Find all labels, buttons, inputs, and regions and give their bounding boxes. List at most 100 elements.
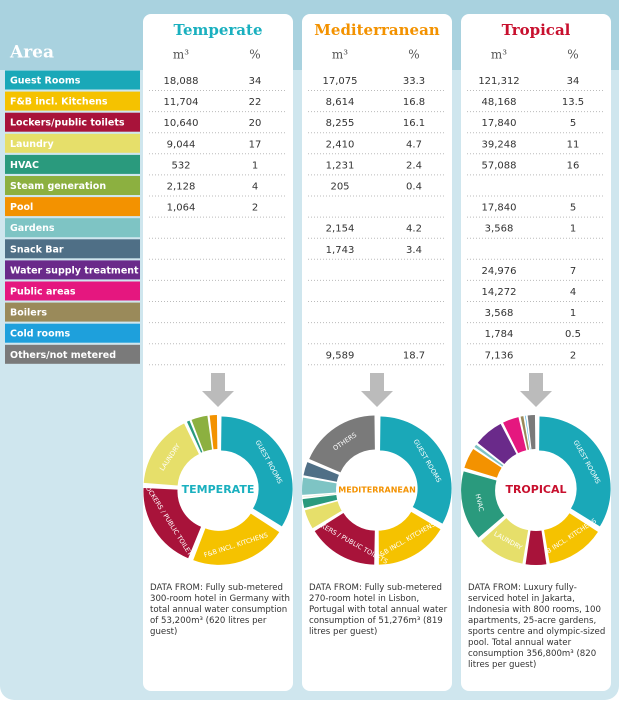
cell-pct: 5 bbox=[570, 118, 576, 129]
cell-m3: 39,248 bbox=[482, 139, 517, 150]
unit-header: m³ bbox=[491, 48, 507, 62]
donut-segment bbox=[304, 501, 342, 529]
cell-m3: 17,075 bbox=[323, 76, 358, 87]
column-title: Tropical bbox=[502, 21, 571, 39]
cell-m3: 8,255 bbox=[326, 118, 355, 129]
cell-pct: 0.4 bbox=[406, 182, 422, 193]
row-label-bar bbox=[5, 197, 140, 217]
row-label-bar bbox=[5, 91, 140, 111]
donut-segment bbox=[209, 415, 218, 450]
cell-m3: 532 bbox=[171, 160, 190, 171]
donut-segment bbox=[191, 415, 213, 452]
row-label: Snack Bar bbox=[10, 244, 64, 255]
row-label: Cold rooms bbox=[10, 329, 70, 340]
row-label-bar bbox=[5, 154, 140, 174]
donut-segment bbox=[525, 530, 547, 566]
row-label: Laundry bbox=[10, 139, 54, 150]
row-label-bar bbox=[5, 260, 140, 280]
pct-header: % bbox=[249, 48, 260, 62]
donut-segment bbox=[525, 415, 531, 450]
cell-m3: 2,410 bbox=[326, 139, 355, 150]
cell-pct: 3.4 bbox=[406, 245, 422, 256]
cell-pct: 7 bbox=[570, 266, 576, 277]
arrow bbox=[520, 373, 552, 407]
cell-pct: 13.5 bbox=[562, 97, 584, 108]
cell-m3: 121,312 bbox=[478, 76, 519, 87]
cell-pct: 2 bbox=[252, 203, 258, 214]
donut-segment bbox=[143, 487, 202, 559]
arrows bbox=[202, 373, 552, 407]
donut-segment bbox=[527, 415, 536, 450]
donut-segment bbox=[186, 420, 203, 453]
cell-pct: 11 bbox=[567, 139, 580, 150]
donut-segment bbox=[303, 462, 339, 482]
unit-header: m³ bbox=[173, 48, 189, 62]
row-label: Lockers/public toilets bbox=[10, 118, 125, 129]
cell-m3: 48,168 bbox=[482, 97, 517, 108]
row-label-bar bbox=[5, 302, 140, 322]
row-label-bar bbox=[5, 218, 140, 238]
row-label: Boilers bbox=[10, 308, 47, 319]
row-label: Public areas bbox=[10, 287, 76, 298]
row-label: Others/not metered bbox=[10, 350, 116, 361]
column-title: Temperate bbox=[174, 21, 263, 39]
cell-pct: 2 bbox=[570, 350, 576, 361]
cell-m3: 57,088 bbox=[482, 160, 517, 171]
cell-m3: 17,840 bbox=[482, 203, 517, 214]
note: DATA FROM: Luxury fully-serviced hotel i… bbox=[468, 583, 606, 670]
cell-m3: 205 bbox=[330, 182, 349, 193]
donut-label: TEMPERATE bbox=[182, 483, 255, 496]
cell-m3: 1,784 bbox=[485, 329, 514, 340]
row-label-bar bbox=[5, 281, 140, 301]
donut-segment bbox=[378, 511, 441, 565]
cell-m3: 8,614 bbox=[326, 97, 355, 108]
donut-segment bbox=[520, 416, 530, 450]
donut-segment bbox=[464, 448, 502, 478]
cell-pct: 1 bbox=[570, 308, 576, 319]
cell-pct: 22 bbox=[249, 97, 262, 108]
row-label: Pool bbox=[10, 202, 33, 213]
column-title: Mediterranean bbox=[314, 21, 439, 39]
cell-m3: 1,064 bbox=[167, 203, 196, 214]
note: DATA FROM: Fully sub-metered 270-room ho… bbox=[309, 583, 448, 637]
donut-segment bbox=[302, 495, 338, 509]
cell-pct: 20 bbox=[249, 118, 262, 129]
cell-pct: 0.5 bbox=[565, 329, 581, 340]
row-label-bar bbox=[5, 112, 140, 132]
cell-m3: 3,568 bbox=[485, 224, 514, 235]
cell-m3: 2,128 bbox=[167, 182, 196, 193]
donut-segment bbox=[143, 423, 199, 486]
donut-segment bbox=[503, 417, 527, 454]
cell-pct: 16.8 bbox=[403, 97, 425, 108]
donut-label: TROPICAL bbox=[505, 483, 566, 496]
row-label-bar bbox=[5, 323, 140, 343]
cell-m3: 11,704 bbox=[164, 97, 199, 108]
donut-segment bbox=[544, 513, 598, 564]
unit-header: m³ bbox=[332, 48, 348, 62]
donut-segment bbox=[481, 518, 529, 564]
cell-m3: 9,044 bbox=[167, 139, 196, 150]
row-label: Guest Rooms bbox=[10, 76, 81, 87]
row-label-bar bbox=[5, 239, 140, 259]
cell-m3: 7,136 bbox=[485, 350, 514, 361]
row-label: Water supply treatment bbox=[10, 265, 139, 276]
donut-segment bbox=[461, 471, 505, 538]
cell-m3: 1,743 bbox=[326, 245, 355, 256]
donut-segment bbox=[314, 512, 375, 565]
pct-header: % bbox=[567, 48, 578, 62]
note: DATA FROM: Fully sub-metered 300-room ho… bbox=[150, 583, 290, 637]
cell-pct: 34 bbox=[249, 76, 262, 87]
row-label: F&B incl. Kitchens bbox=[10, 97, 108, 108]
row-label: Steam generation bbox=[10, 181, 106, 192]
donut-segment bbox=[193, 513, 280, 565]
donut-segment bbox=[539, 416, 611, 527]
donut-segment bbox=[309, 415, 375, 473]
donut-segment bbox=[302, 493, 337, 498]
donut-label: MEDITERRANEAN bbox=[338, 486, 416, 495]
donut-segment bbox=[302, 477, 337, 495]
row-label: Gardens bbox=[10, 223, 55, 234]
cell-m3: 2,154 bbox=[326, 224, 355, 235]
